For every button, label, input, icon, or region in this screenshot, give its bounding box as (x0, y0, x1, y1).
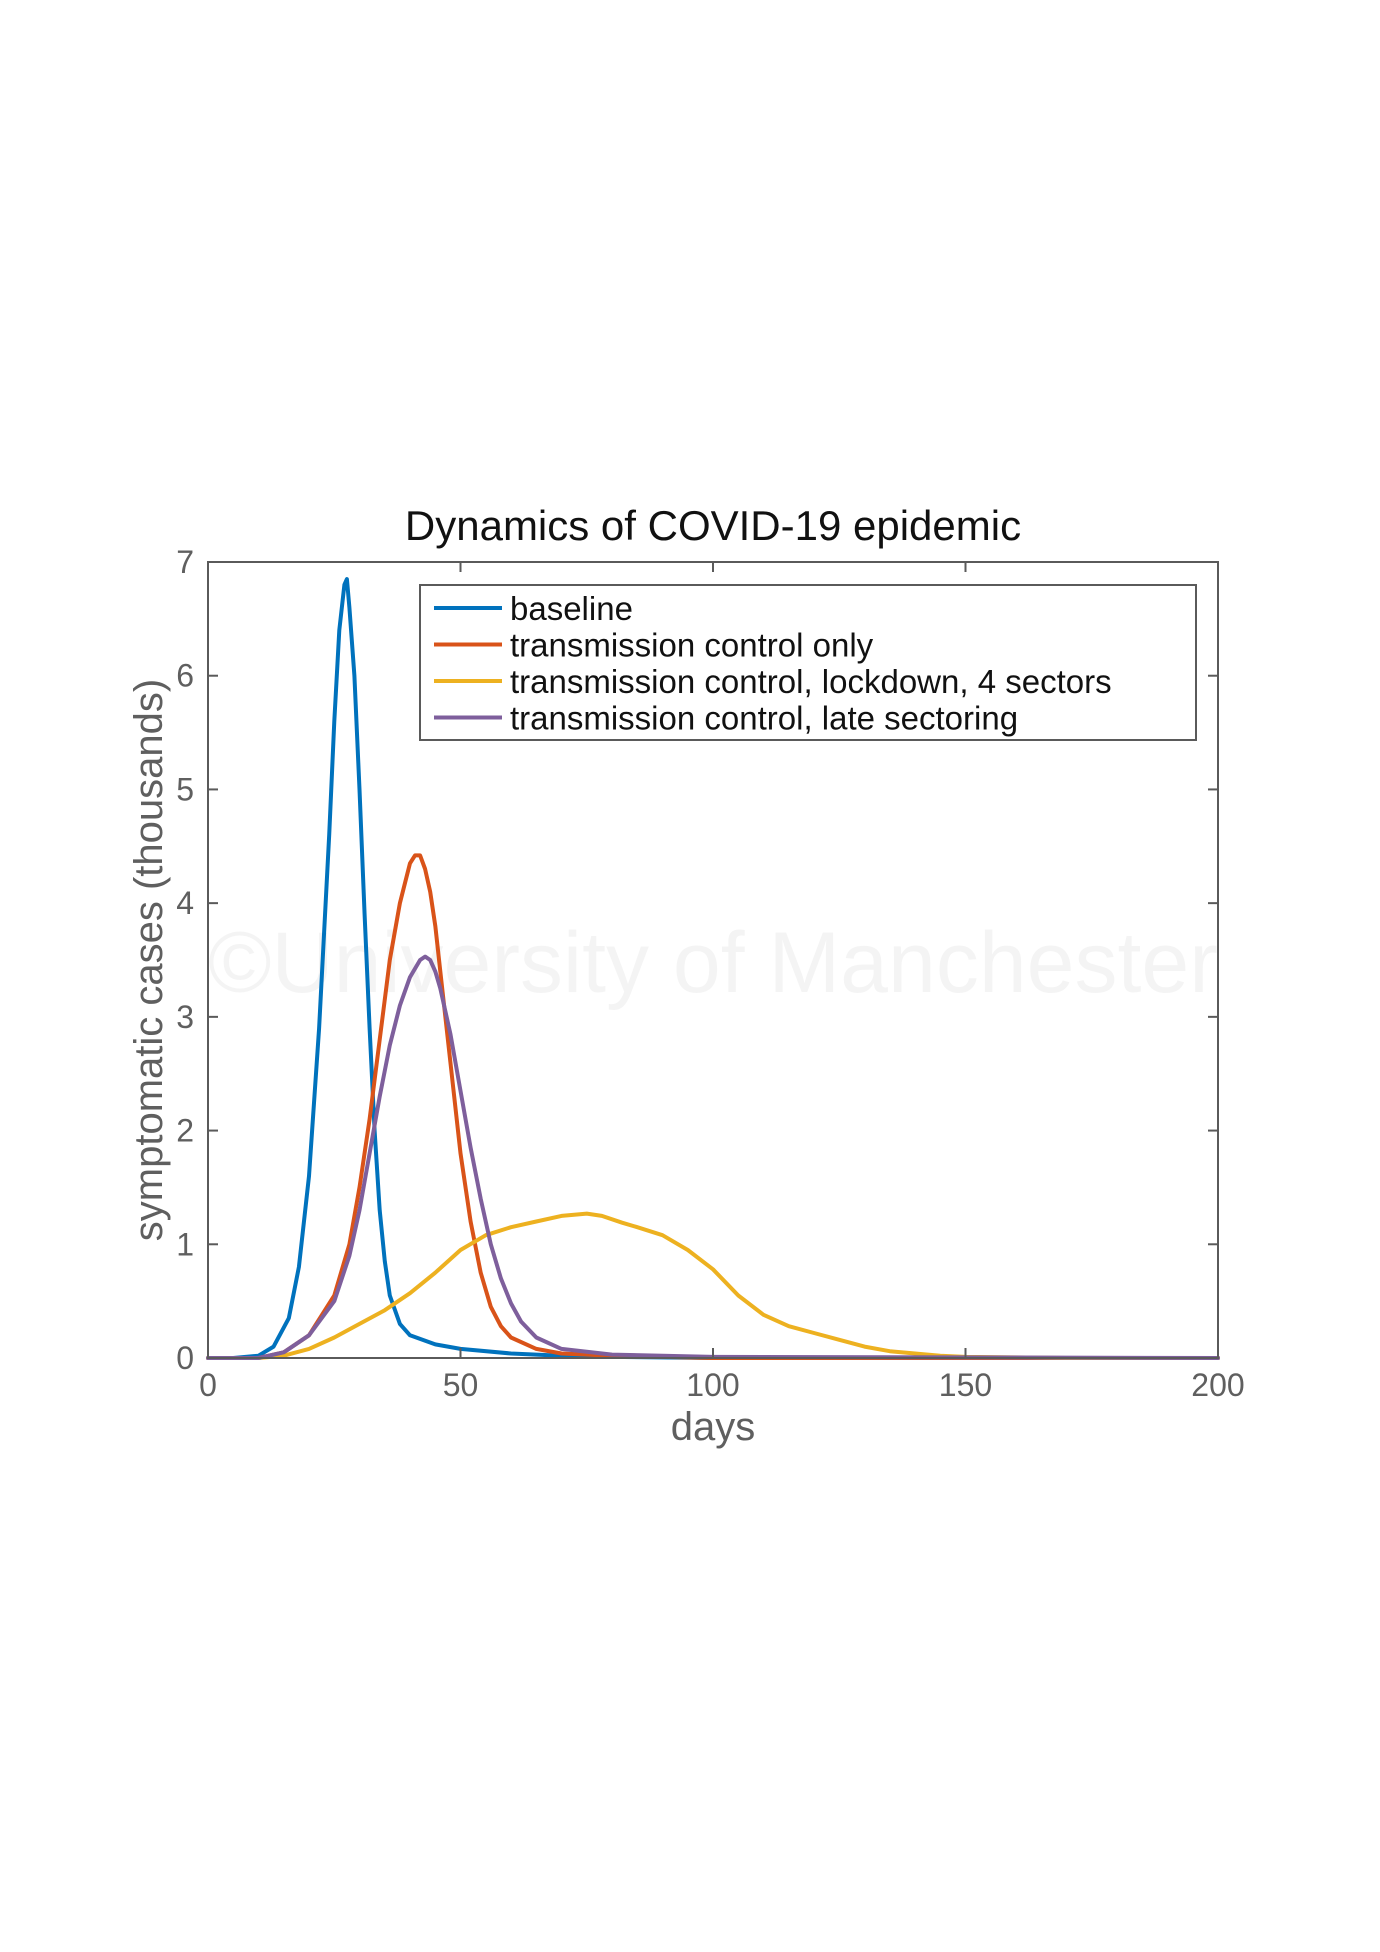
y-tick-label: 4 (176, 885, 194, 921)
axis-ticks: 0 50 100 150 200 0 1 2 3 4 5 6 7 (176, 544, 1244, 1403)
series-line-2 (206, 853, 1220, 1360)
x-axis-label: days (671, 1405, 756, 1449)
watermark: ©University of Manchester (208, 915, 1218, 1011)
watermark-text: ©University of Manchester (208, 915, 1218, 1011)
y-tick-label: 1 (176, 1226, 194, 1262)
legend-entry: transmission control, lockdown, 4 sector… (510, 663, 1112, 700)
legend-entry: transmission control only (510, 627, 874, 664)
chart-title: Dynamics of COVID-19 epidemic (405, 502, 1021, 549)
legend-entry: baseline (510, 590, 633, 627)
y-tick-label: 2 (176, 1113, 194, 1149)
x-tick-label: 100 (686, 1367, 739, 1403)
y-tick-label: 7 (176, 544, 194, 580)
y-tick-label: 6 (176, 658, 194, 694)
x-tick-label: 50 (443, 1367, 479, 1403)
series-line-3 (206, 1211, 1220, 1360)
x-tick-label: 150 (939, 1367, 992, 1403)
x-tick-label: 0 (199, 1367, 217, 1403)
legend-box (419, 584, 1197, 741)
series-line-4 (206, 954, 1220, 1360)
y-tick-label: 3 (176, 999, 194, 1035)
x-tick-label: 200 (1191, 1367, 1244, 1403)
y-tick-label: 0 (176, 1340, 194, 1376)
y-tick-label: 5 (176, 771, 194, 807)
y-axis-label: symptomatic cases (thousands) (127, 679, 171, 1241)
legend-entry: transmission control, late sectoring (510, 700, 1018, 737)
